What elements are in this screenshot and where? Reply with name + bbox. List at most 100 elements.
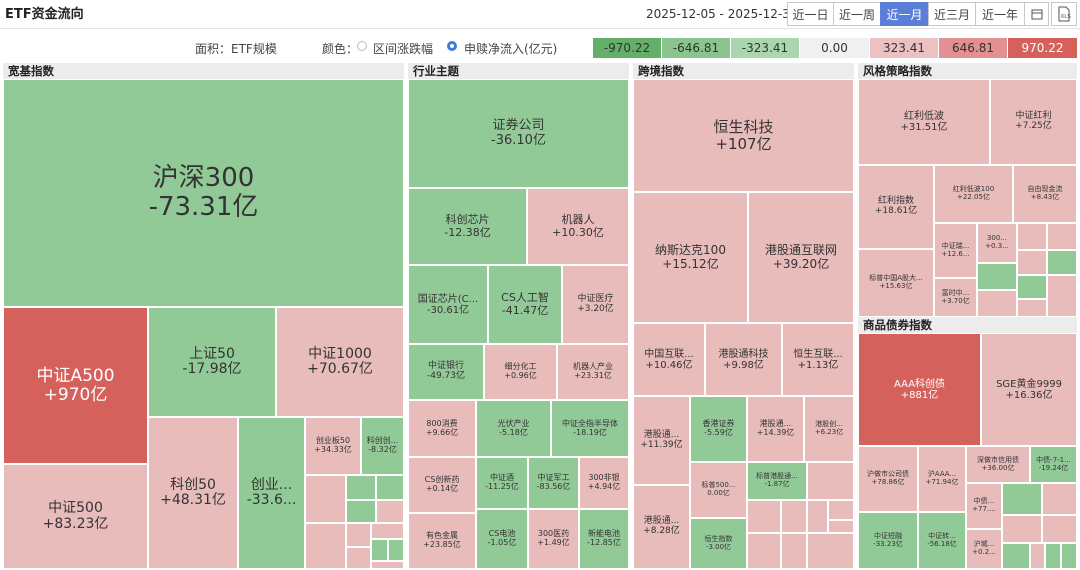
treemap-tile[interactable]	[1047, 275, 1077, 317]
treemap-tile[interactable]: 创业... -33.6...	[238, 417, 305, 569]
treemap-tile[interactable]: SGE黄金9999 +16.36亿	[981, 333, 1077, 446]
treemap-tile[interactable]	[371, 561, 404, 569]
treemap-tile[interactable]: 国证芯片(C... -30.61亿	[408, 265, 488, 344]
treemap-tile[interactable]: 科创50 +48.31亿	[148, 417, 238, 569]
period-1w-button[interactable]: 近一周	[833, 2, 881, 26]
treemap-tile[interactable]: 有色金属 +23.85亿	[408, 513, 476, 569]
treemap-tile[interactable]	[388, 539, 404, 561]
treemap-tile[interactable]: 中证医疗 +3.20亿	[562, 265, 629, 344]
treemap-tile[interactable]	[371, 539, 388, 561]
treemap-tile[interactable]	[747, 533, 781, 569]
treemap-tile[interactable]	[371, 523, 404, 539]
treemap-tile[interactable]	[376, 475, 404, 500]
treemap-tile[interactable]: 800消费 +9.66亿	[408, 400, 476, 457]
treemap-tile[interactable]: 细分化工 +0.96亿	[484, 344, 557, 400]
treemap-tile[interactable]: 标普500... 0.00亿	[690, 462, 747, 518]
treemap-tile[interactable]	[1061, 543, 1077, 569]
treemap-tile[interactable]	[781, 500, 807, 533]
treemap-tile[interactable]: 300医药 +1.49亿	[528, 509, 579, 569]
date-range[interactable]: 2025-12-05 - 2025-12-31	[646, 7, 798, 21]
treemap-tile[interactable]	[1002, 543, 1030, 569]
treemap-tile[interactable]	[781, 533, 807, 569]
treemap-tile[interactable]: 标普港股通... -1.87亿	[747, 462, 807, 500]
treemap-tile[interactable]: 港股创... +6.23亿	[804, 396, 854, 462]
treemap-tile[interactable]: 光伏产业 -5.18亿	[476, 400, 551, 457]
treemap-tile[interactable]: 中债-7-1... -19.24亿	[1030, 446, 1077, 483]
treemap-tile[interactable]: 中证1000 +70.67亿	[276, 307, 404, 417]
treemap-tile[interactable]: 300... +0.3...	[977, 223, 1017, 263]
treemap-tile[interactable]: 科创创... -8.32亿	[361, 417, 404, 475]
treemap-tile[interactable]	[1017, 299, 1047, 317]
color-option-range-change-label[interactable]: 区间涨跌幅	[373, 42, 434, 56]
treemap-tile[interactable]: 中证红利 +7.25亿	[990, 79, 1077, 165]
treemap-tile[interactable]: 证券公司 -36.10亿	[408, 79, 629, 188]
treemap-tile[interactable]	[1002, 515, 1042, 543]
treemap-tile[interactable]: 中证转... -56.18亿	[918, 512, 966, 569]
treemap-tile[interactable]	[1017, 223, 1047, 250]
treemap-tile[interactable]: 富时中... +3.70亿	[934, 278, 977, 317]
treemap-tile[interactable]	[977, 290, 1017, 317]
treemap-tile[interactable]: 沪AAA... +71.94亿	[918, 446, 966, 512]
treemap-tile[interactable]	[1047, 250, 1077, 275]
treemap-tile[interactable]: 创业板50 +34.33亿	[305, 417, 361, 475]
treemap-tile[interactable]: 沪做市公司债 +78.86亿	[858, 446, 918, 512]
treemap-tile[interactable]	[977, 263, 1017, 290]
treemap-tile[interactable]	[376, 500, 404, 523]
treemap-tile[interactable]	[1042, 515, 1077, 543]
treemap-tile[interactable]	[305, 523, 346, 569]
period-1d-button[interactable]: 近一日	[787, 2, 834, 26]
treemap-tile[interactable]: 红利低波 +31.51亿	[858, 79, 990, 165]
treemap-tile[interactable]: 沪深300 -73.31亿	[3, 79, 404, 307]
treemap-tile[interactable]: 中证军工 -83.56亿	[528, 457, 579, 509]
treemap-tile[interactable]	[1042, 483, 1077, 515]
treemap-tile[interactable]: 中债... +77....	[966, 483, 1002, 529]
treemap-tile[interactable]: 中证银行 -49.73亿	[408, 344, 484, 400]
period-1m-button[interactable]: 近一月	[880, 2, 929, 26]
treemap-tile[interactable]	[346, 475, 376, 500]
treemap-tile[interactable]: 自由现金流 +8.43亿	[1013, 165, 1077, 223]
treemap-tile[interactable]: 中证瑞... +12.6...	[934, 223, 977, 278]
treemap-tile[interactable]: 红利低波100 +22.05亿	[934, 165, 1013, 223]
treemap-tile[interactable]: CS人工智 -41.47亿	[488, 265, 562, 344]
treemap-tile[interactable]: CS电池 -1.05亿	[476, 509, 528, 569]
color-option-range-change-radio[interactable]	[357, 41, 367, 51]
treemap-tile[interactable]: 中证A500 +970亿	[3, 307, 148, 464]
treemap-tile[interactable]: 恒生科技 +107亿	[633, 79, 854, 192]
treemap-tile[interactable]: 红利指数 +18.61亿	[858, 165, 934, 249]
treemap-tile[interactable]: 恒生指数 -3.00亿	[690, 518, 747, 569]
treemap-tile[interactable]	[1017, 275, 1047, 299]
period-3m-button[interactable]: 近三月	[928, 2, 976, 26]
treemap-tile[interactable]	[346, 500, 376, 523]
treemap-tile[interactable]	[1002, 483, 1042, 515]
treemap-tile[interactable]: 科创芯片 -12.38亿	[408, 188, 527, 265]
treemap-tile[interactable]	[828, 520, 854, 533]
treemap-tile[interactable]: 港股通... +14.39亿	[747, 396, 804, 462]
treemap-tile[interactable]: 中证500 +83.23亿	[3, 464, 148, 569]
treemap-tile[interactable]: 深做市信用债 +36.00亿	[966, 446, 1030, 483]
treemap-tile[interactable]: AAA科创债 +881亿	[858, 333, 981, 446]
calendar-icon[interactable]	[1024, 2, 1049, 26]
treemap-tile[interactable]	[807, 533, 854, 569]
treemap-tile[interactable]: 新能电池 -12.85亿	[579, 509, 629, 569]
treemap-tile[interactable]	[346, 547, 371, 569]
treemap-tile[interactable]: 港股通互联网 +39.20亿	[748, 192, 854, 323]
color-option-net-inflow-radio[interactable]	[447, 41, 457, 51]
treemap-tile[interactable]	[1045, 543, 1061, 569]
treemap-tile[interactable]: 恒生互联... +1.13亿	[782, 323, 854, 396]
treemap-tile[interactable]: 机器人 +10.30亿	[527, 188, 629, 265]
treemap-tile[interactable]: 机器人产业 +23.31亿	[557, 344, 629, 400]
treemap-tile[interactable]	[807, 462, 854, 500]
treemap-tile[interactable]: 沪城... +0.2...	[966, 529, 1002, 569]
treemap-tile[interactable]: 香港证券 -5.59亿	[690, 396, 747, 462]
treemap-tile[interactable]	[747, 500, 781, 533]
treemap-tile[interactable]	[807, 500, 828, 533]
treemap-tile[interactable]	[828, 500, 854, 520]
treemap-tile[interactable]	[346, 523, 371, 547]
treemap-tile[interactable]: 上证50 -17.98亿	[148, 307, 276, 417]
treemap-tile[interactable]: CS创新药 +0.14亿	[408, 457, 476, 513]
treemap-tile[interactable]: 300非银 +4.94亿	[579, 457, 629, 509]
treemap-tile[interactable]: 港股通... +8.28亿	[633, 485, 690, 569]
treemap-tile[interactable]	[1047, 223, 1077, 250]
treemap-tile[interactable]	[1030, 543, 1045, 569]
treemap-tile[interactable]: 中国互联... +10.46亿	[633, 323, 705, 396]
